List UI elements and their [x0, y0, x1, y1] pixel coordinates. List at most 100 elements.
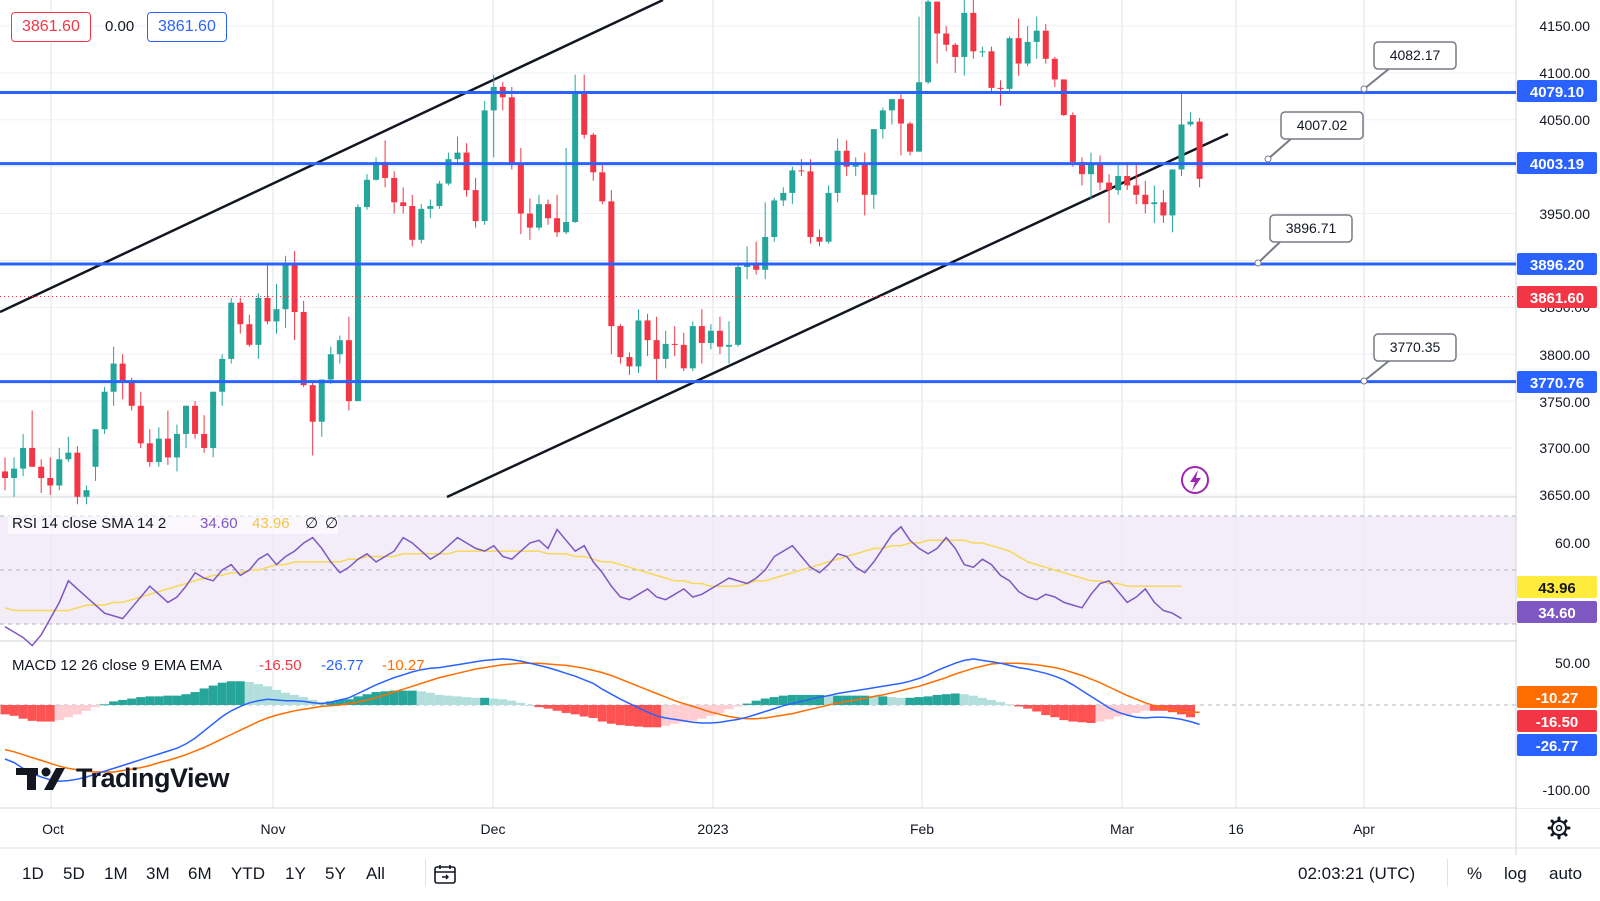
- macd-hist-bar: [389, 690, 399, 705]
- candle-body: [219, 358, 226, 392]
- timeframe-3m-button[interactable]: 3M: [146, 864, 170, 883]
- candle-body: [1142, 194, 1149, 205]
- callout-label: 3896.71: [1286, 220, 1337, 236]
- candle-body: [445, 159, 452, 184]
- macd-tick: 50.00: [1555, 655, 1590, 671]
- callout-4007[interactable]: 4007.02: [1264, 111, 1364, 163]
- macd-hist-bar: [815, 694, 824, 705]
- macd-hist-bar: [833, 695, 843, 705]
- candle-body: [400, 202, 407, 207]
- macd-hist-bar: [561, 705, 571, 713]
- macd-hist-bar: [154, 696, 164, 705]
- timeframe-all-button[interactable]: All: [366, 864, 385, 883]
- auto-scale-toggle[interactable]: auto: [1549, 864, 1583, 883]
- candle-body: [472, 190, 479, 222]
- lightning-icon[interactable]: [1181, 466, 1209, 494]
- macd-hist-bar: [733, 705, 743, 707]
- macd-hist-bar: [615, 705, 625, 726]
- macd-hist-bar: [1077, 705, 1087, 723]
- percent-scale-toggle[interactable]: %: [1467, 864, 1483, 883]
- candle-body: [644, 320, 651, 341]
- macd-hist-bar: [842, 695, 852, 705]
- candle-body: [110, 363, 117, 392]
- channel-upper-line[interactable]: [0, 0, 664, 314]
- callout-4082[interactable]: 4082.17: [1360, 41, 1457, 93]
- callout-3896[interactable]: 3896.71: [1254, 214, 1353, 267]
- time-axis[interactable]: Oct Nov Dec 2023 Feb Mar 16 Apr: [42, 821, 1375, 837]
- price-badge: 3770.76: [1517, 371, 1597, 393]
- chart-canvas[interactable]: 4082.17 4007.02 3896.71 3770.35 4150.00 …: [0, 0, 1600, 855]
- candle-body: [979, 51, 986, 53]
- callout-3770[interactable]: 3770.35: [1360, 333, 1457, 385]
- price-axis[interactable]: 4150.00 4100.00 4050.00 3950.00 3850.00 …: [1517, 0, 1600, 808]
- macd-legend[interactable]: MACD 12 26 close 9 EMA EMA -16.50 -26.77…: [12, 657, 425, 674]
- log-scale-toggle[interactable]: log: [1504, 864, 1527, 883]
- macd-hist-bar: [54, 705, 64, 721]
- macd-hist-bar: [118, 699, 128, 705]
- bid-price-box[interactable]: 3861.60: [11, 12, 91, 42]
- macd-hist-bar: [498, 699, 508, 705]
- candle-body: [155, 438, 162, 463]
- macd-hist-bar: [751, 700, 761, 705]
- candle-body: [726, 344, 732, 347]
- macd-hist-bar: [100, 704, 110, 706]
- candle-body: [373, 161, 380, 180]
- candle-body: [997, 87, 1004, 89]
- timeframe-6m-button[interactable]: 6M: [188, 864, 212, 883]
- candle-body: [1106, 182, 1113, 191]
- macd-hist-bar: [923, 696, 933, 705]
- macd-hist-bar: [624, 705, 634, 726]
- timeframe-5d-button[interactable]: 5D: [63, 864, 85, 883]
- candle-body: [1160, 202, 1167, 216]
- candle-body: [192, 405, 199, 434]
- candle-body: [318, 379, 325, 422]
- candle-body: [535, 204, 542, 228]
- candle-body: [816, 237, 823, 242]
- rsi-legend[interactable]: RSI 14 close SMA 14 2 34.60 43.96 ∅ ∅: [8, 510, 338, 534]
- timeframe-ytd-button[interactable]: YTD: [231, 864, 265, 883]
- goto-date-icon[interactable]: [433, 863, 459, 887]
- macd-hist-bar: [1005, 704, 1015, 706]
- candle-body: [336, 340, 343, 355]
- macd-hist-bar: [434, 694, 444, 705]
- macd-hist-bar: [1113, 705, 1123, 717]
- candle-body: [2, 471, 8, 479]
- timeframe-1y-button[interactable]: 1Y: [285, 864, 306, 883]
- svg-text:3770.76: 3770.76: [1530, 375, 1584, 392]
- candle-body: [961, 12, 968, 57]
- macd-hist-bar: [72, 705, 82, 715]
- candle-body: [789, 170, 796, 193]
- channel-lower-line[interactable]: [446, 132, 1229, 499]
- ask-price-box[interactable]: 3861.60: [147, 12, 227, 42]
- candle-body: [237, 302, 244, 325]
- time-tick: Nov: [261, 821, 286, 837]
- timeframe-5y-button[interactable]: 5Y: [325, 864, 346, 883]
- horizontal-levels[interactable]: [0, 90, 1516, 384]
- candle-body: [798, 170, 805, 172]
- candle-body: [20, 448, 27, 469]
- candle-body: [1078, 161, 1085, 175]
- utc-clock[interactable]: 02:03:21 (UTC): [1298, 864, 1416, 883]
- candle-body: [925, 1, 932, 83]
- svg-text:3896.20: 3896.20: [1530, 257, 1584, 274]
- macd-hist-bar: [380, 691, 390, 705]
- svg-text:-10.27: -10.27: [1536, 690, 1579, 707]
- candle-body: [210, 391, 217, 448]
- macd-hist-bar: [878, 696, 888, 705]
- macd-hist-bar: [534, 705, 544, 708]
- macd-hist-bar: [453, 696, 462, 705]
- settings-gear-icon[interactable]: [1547, 816, 1571, 840]
- candle-body: [1196, 121, 1203, 179]
- price-badge: 4003.19: [1517, 152, 1597, 174]
- svg-text:34.60: 34.60: [1538, 605, 1576, 622]
- candle-body: [716, 330, 723, 347]
- candle-body: [490, 86, 497, 111]
- timeframe-1m-button[interactable]: 1M: [104, 864, 128, 883]
- candle-body: [29, 448, 36, 467]
- timeframe-1d-button[interactable]: 1D: [22, 864, 44, 883]
- macd-hist-bar: [163, 695, 173, 705]
- candle-body: [201, 433, 208, 448]
- macd-hist-bar: [959, 694, 969, 705]
- price-badge-last: 3861.60: [1517, 286, 1597, 308]
- macd-hist-bar: [507, 700, 517, 705]
